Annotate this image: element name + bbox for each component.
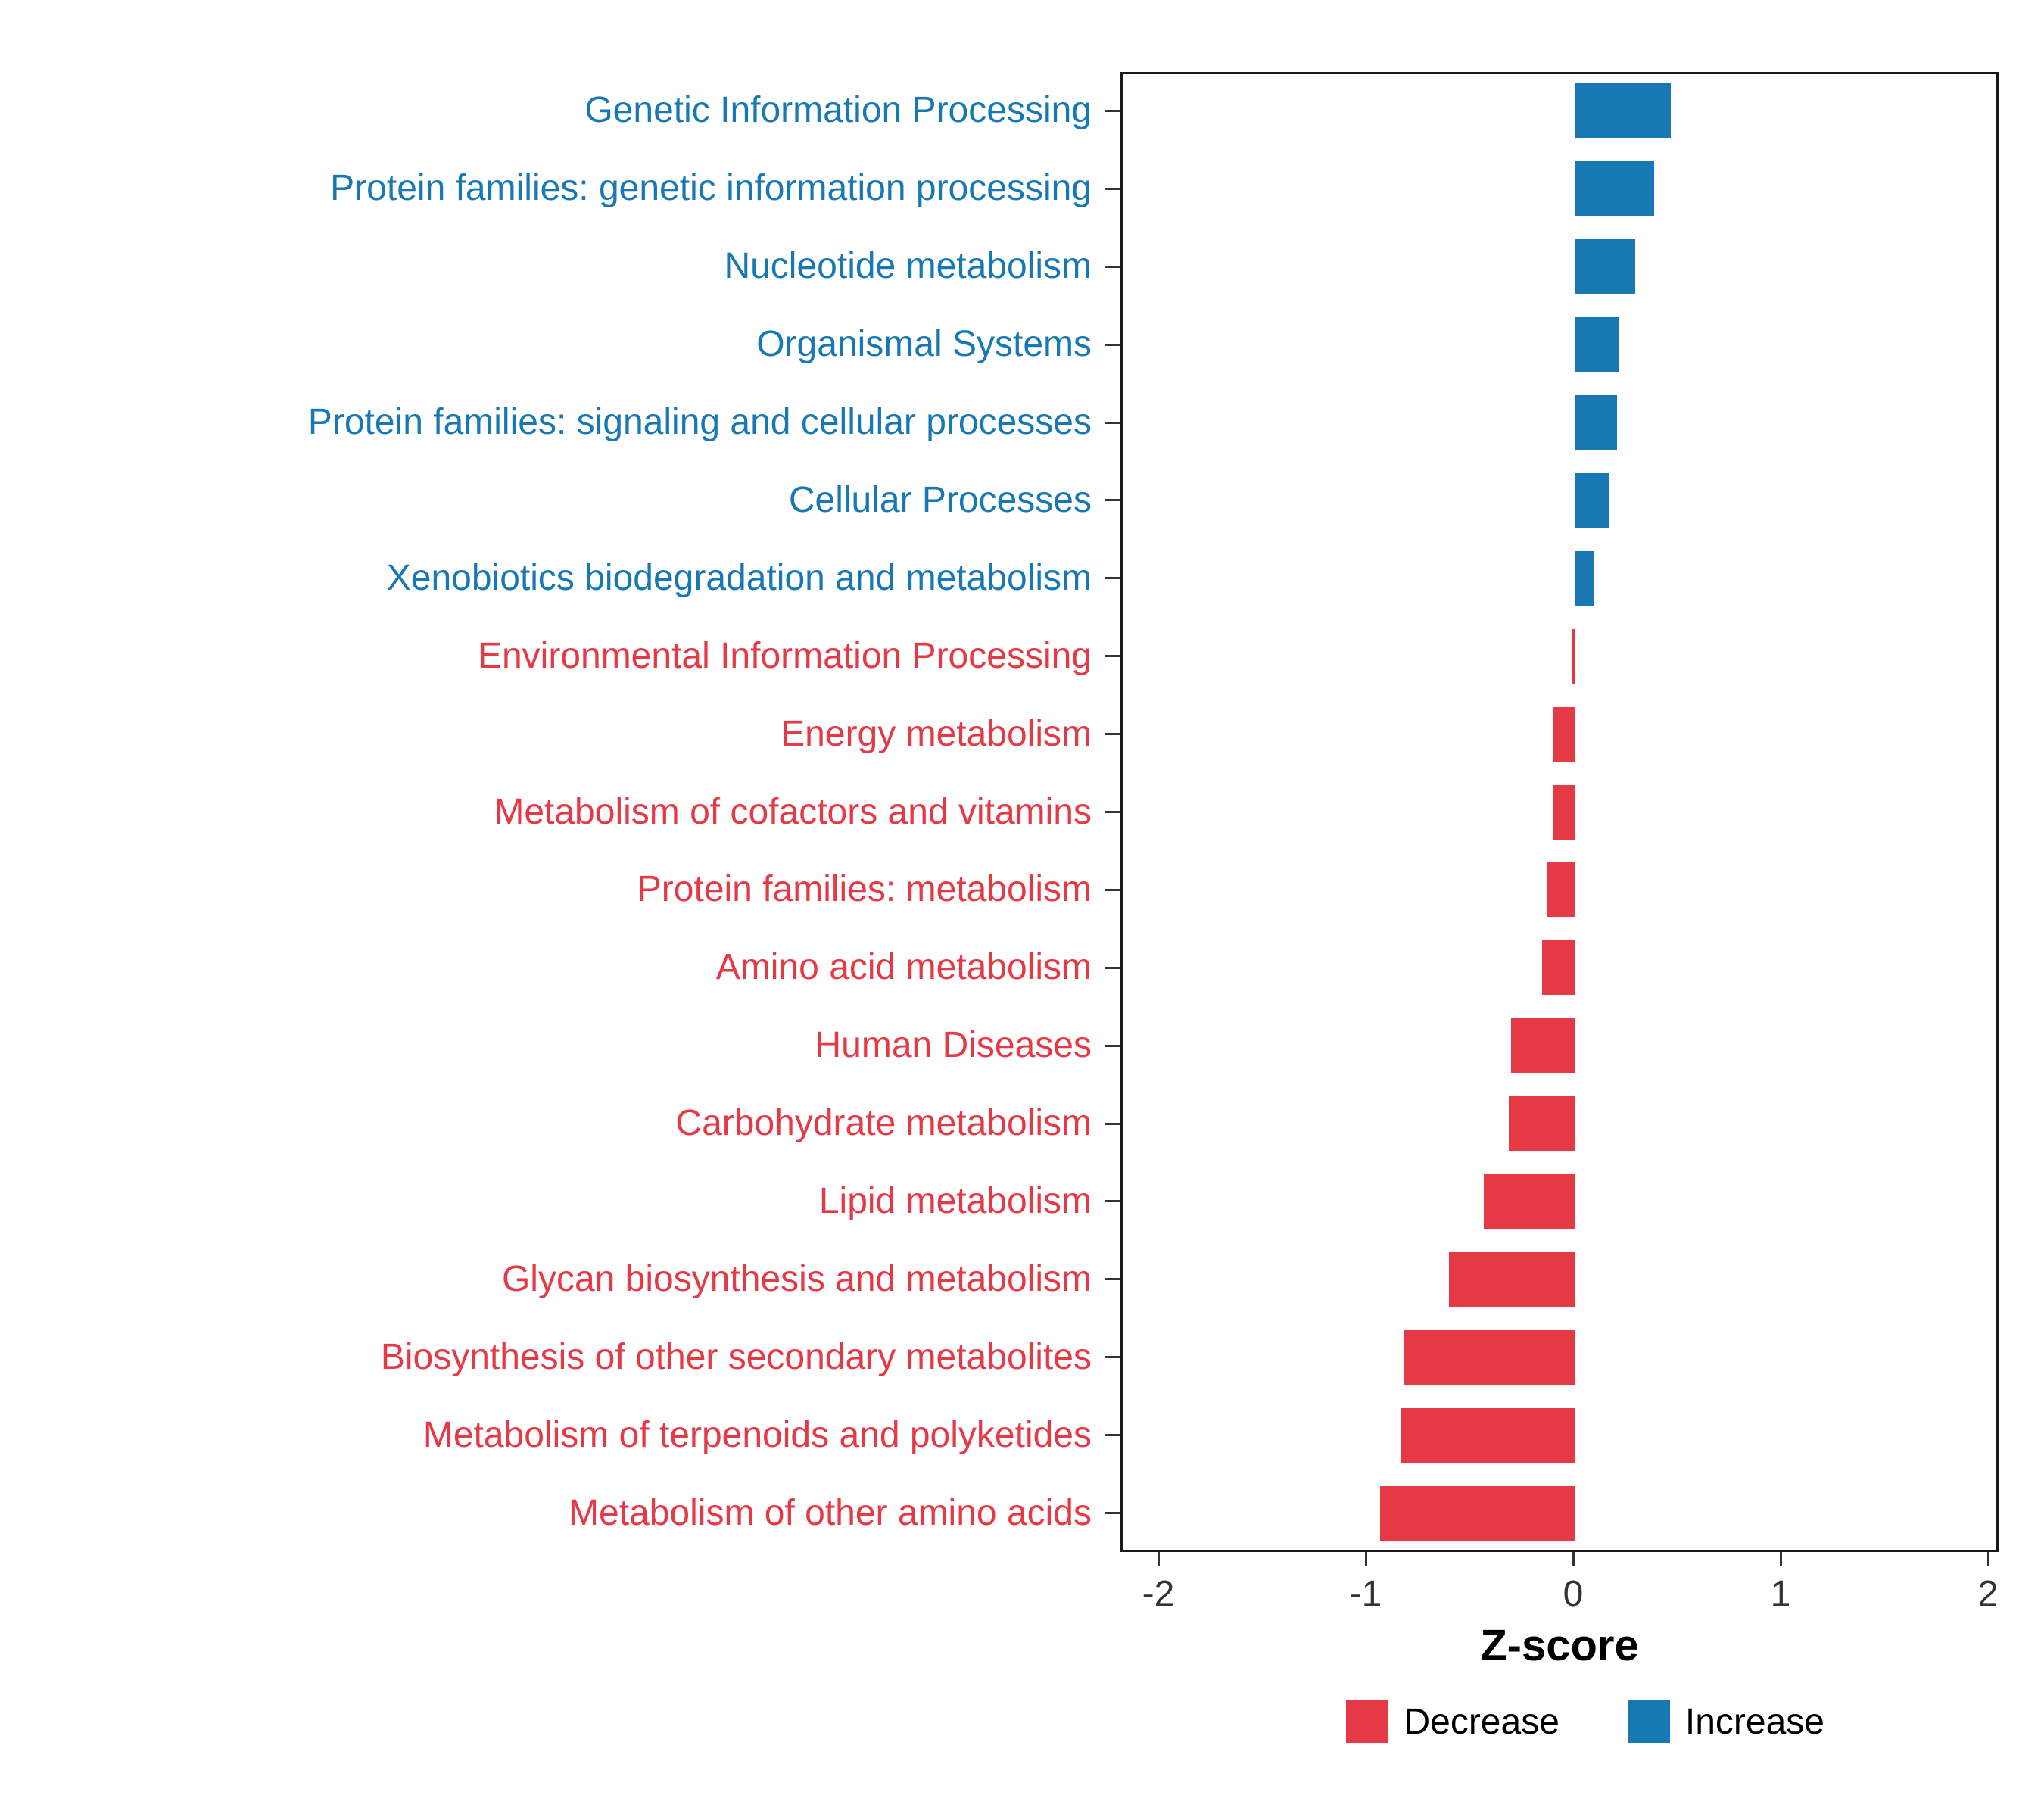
bar-decrease	[1511, 1018, 1575, 1074]
y-axis-label: Human Diseases	[815, 1025, 1092, 1066]
bar-decrease	[1509, 1096, 1575, 1152]
x-axis-tick-label: 1	[1770, 1574, 1791, 1614]
bar-decrease	[1403, 1329, 1575, 1385]
bar-decrease	[1571, 628, 1575, 684]
legend-item-decrease: Decrease	[1346, 1700, 1559, 1743]
y-axis-label: Metabolism of cofactors and vitamins	[494, 791, 1092, 832]
y-axis-tick	[1105, 577, 1120, 580]
bar-increase	[1575, 239, 1636, 295]
y-axis-label: Biosynthesis of other secondary metaboli…	[380, 1336, 1092, 1377]
plot-panel	[1120, 72, 1999, 1552]
y-axis-label: Genetic Information Processing	[584, 90, 1092, 131]
x-axis-tick-label: 0	[1563, 1574, 1584, 1614]
bar-decrease	[1552, 784, 1575, 840]
y-axis-label: Xenobiotics biodegradation and metabolis…	[386, 557, 1092, 598]
legend-label-decrease: Decrease	[1404, 1701, 1559, 1742]
x-axis-tick	[1572, 1552, 1575, 1566]
x-axis-tick-label: 2	[1977, 1574, 1999, 1614]
y-axis-label: Protein families: metabolism	[637, 869, 1092, 910]
y-axis-tick	[1105, 966, 1120, 969]
y-axis-label: Glycan biosynthesis and metabolism	[501, 1258, 1092, 1299]
y-axis-label: Environmental Information Processing	[477, 635, 1092, 676]
legend-item-increase: Increase	[1627, 1700, 1824, 1743]
y-axis-tick	[1105, 655, 1120, 658]
y-axis-label: Protein families: genetic information pr…	[330, 168, 1092, 209]
y-axis-tick	[1105, 1356, 1120, 1359]
x-axis-tick-label: -1	[1349, 1574, 1382, 1614]
y-axis-tick	[1105, 187, 1120, 190]
bar-decrease	[1552, 706, 1575, 762]
bar-increase	[1575, 317, 1619, 372]
y-axis-label: Protein families: signaling and cellular…	[307, 402, 1092, 443]
y-axis-tick	[1105, 343, 1120, 346]
y-axis-label: Lipid metabolism	[818, 1180, 1092, 1221]
bar-decrease	[1546, 862, 1575, 918]
y-axis-label: Amino acid metabolism	[715, 947, 1092, 988]
y-axis-tick	[1105, 1122, 1120, 1125]
legend-label-increase: Increase	[1684, 1701, 1824, 1742]
y-axis-label: Cellular Processes	[788, 479, 1092, 520]
legend-key-decrease-swatch	[1346, 1700, 1389, 1743]
legend: Decrease Increase	[1346, 1700, 1824, 1743]
y-axis-tick	[1105, 109, 1120, 112]
y-axis-tick	[1105, 1278, 1120, 1281]
y-axis-label: Metabolism of terpenoids and polyketides	[422, 1414, 1092, 1455]
bar-increase	[1575, 83, 1672, 139]
y-axis-tick	[1105, 733, 1120, 736]
y-axis-tick	[1105, 265, 1120, 268]
bar-decrease	[1542, 940, 1575, 996]
y-axis-tick	[1105, 421, 1120, 424]
x-axis-tick-label: -2	[1142, 1574, 1175, 1614]
y-axis-tick	[1105, 888, 1120, 891]
bar-increase	[1575, 161, 1655, 217]
y-axis-tick	[1105, 1200, 1120, 1203]
y-axis-tick	[1105, 811, 1120, 813]
x-axis-tick	[1779, 1552, 1782, 1566]
bar-increase	[1575, 472, 1609, 528]
bar-increase	[1575, 550, 1594, 606]
bar-decrease	[1401, 1407, 1575, 1463]
y-axis-tick	[1105, 1434, 1120, 1437]
x-axis-tick	[1364, 1552, 1367, 1566]
x-axis-title: Z-score	[1480, 1621, 1639, 1670]
x-axis-tick	[1157, 1552, 1160, 1566]
y-axis-label: Carbohydrate metabolism	[675, 1103, 1092, 1144]
y-axis-label: Energy metabolism	[781, 713, 1092, 754]
x-axis-tick	[1986, 1552, 1989, 1566]
bar-decrease	[1380, 1485, 1575, 1541]
legend-key-increase-swatch	[1627, 1700, 1670, 1743]
y-axis-tick	[1105, 1512, 1120, 1515]
y-axis-label: Nucleotide metabolism	[724, 246, 1092, 287]
y-axis-tick	[1105, 499, 1120, 502]
y-axis-tick	[1105, 1044, 1120, 1047]
y-axis-label: Metabolism of other amino acids	[569, 1492, 1092, 1533]
y-axis-label: Organismal Systems	[756, 324, 1092, 365]
bar-decrease	[1448, 1251, 1575, 1307]
bar-decrease	[1484, 1173, 1575, 1229]
bar-increase	[1575, 395, 1617, 450]
